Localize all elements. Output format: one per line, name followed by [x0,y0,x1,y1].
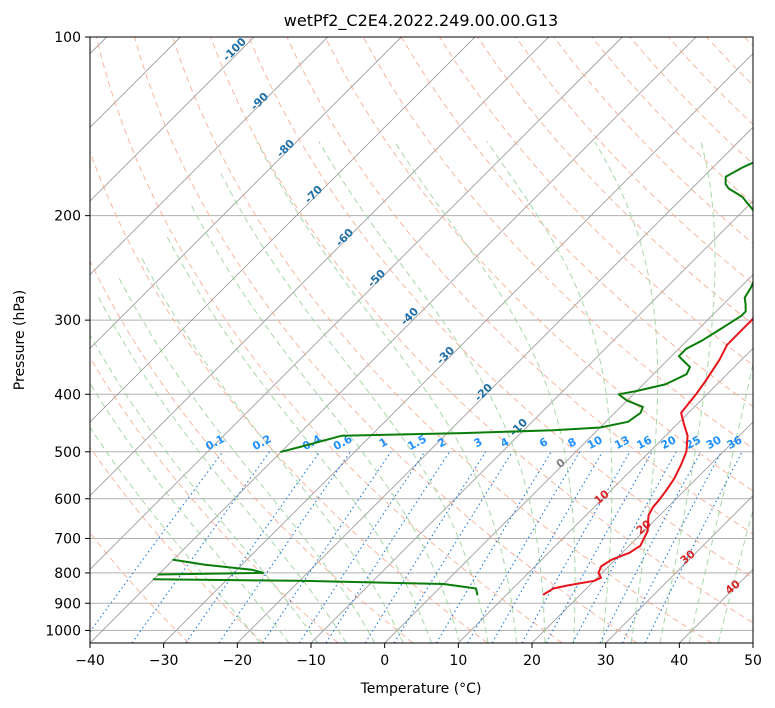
x-tick-label: −10 [296,653,326,669]
x-tick-label: −20 [223,653,253,669]
moist-adiabat-line [98,297,347,643]
y-tick-label: 700 [54,532,81,548]
x-tick-label: 40 [670,653,688,669]
y-tick-label: 300 [54,313,81,329]
y-tick-label: 1000 [45,623,81,639]
isotherm-gridline [90,37,476,423]
moist-adiabat-line [688,361,753,643]
mixing-ratio-line [435,451,552,643]
isotherm-gridline [90,37,697,643]
x-axis: −40 −30 −20 −10 0 10 20 30 40 50 [75,643,762,669]
dry-adiabat-line [95,37,563,643]
mixing-ratio-line [393,451,513,643]
y-tick-label: 500 [54,445,81,461]
mixing-ratio-label: 16 [634,433,654,452]
mixing-ratio-line [185,451,321,643]
y-axis: 100 200 300 400 500 600 700 800 900 1000 [45,30,90,639]
dry-adiabat-line [172,37,712,643]
y-tick-label: 400 [54,387,81,403]
isotherm-gridline [90,37,549,497]
mixing-ratio-line [572,451,677,643]
x-tick-label: 50 [744,653,762,669]
x-tick-label: −40 [75,653,105,669]
x-tick-label: −30 [149,653,179,669]
sounding-series [152,161,753,596]
mixing-ratio-line [262,451,392,643]
x-tick-label: 30 [597,653,615,669]
isotherm-gridline [90,37,255,202]
isotherm-gridline [531,421,753,643]
mixing-ratio-line [467,451,581,643]
isotherm-gridline [458,347,753,643]
isotherm-gridline [384,274,753,643]
dry-adiabat-line [90,446,264,643]
x-axis-title: Temperature (°C) [360,681,482,697]
dry-adiabat-line [286,37,753,535]
mixing-ratio-line [298,451,426,643]
isotherm-gridline [90,37,402,349]
moist-adiabat-line [594,141,659,643]
dry-adiabat-line [248,37,753,579]
x-tick-label: 0 [380,653,389,669]
mixing-ratio-line [599,451,702,643]
background-lines [90,37,753,643]
dewpoint-surface-line [152,578,479,596]
mixing-ratio-label: 20 [659,433,679,452]
y-axis-title: Pressure (hPa) [12,290,28,390]
mixing-ratio-label: 10 [585,433,605,452]
mixing-ratio-label: 30 [704,433,724,452]
moist-adiabat-line [118,278,376,643]
moist-adiabat-line [486,141,613,643]
dry-adiabat-line [324,37,753,492]
mixing-ratio-label: 36 [725,433,745,452]
dewpoint-line [280,161,753,453]
dewpoint-lower-line [157,558,265,576]
x-tick-label: 10 [449,653,467,669]
moist-adiabat-line [393,141,576,643]
y-tick-label: 800 [54,566,81,582]
mixing-ratio-label: 13 [612,433,632,452]
x-tick-label: 20 [523,653,541,669]
isotherm-gridline [237,126,753,643]
chart-title: wetPf2_C2E4.2022.249.00.00.G13 [284,11,558,31]
y-tick-label: 900 [54,596,81,612]
moist-adiabat-line [90,333,319,643]
moist-adiabat-line [256,141,517,643]
plot-frame [89,36,754,644]
y-tick-label: 600 [54,492,81,508]
moist-adiabat-line [90,382,290,643]
temperature-line [542,316,753,596]
dry-adiabat-line [90,259,414,643]
isotherm-gridline [605,495,753,643]
dry-adiabat-line [477,37,753,325]
moist-adiabat-line [318,141,546,643]
isotherm-gridline [90,37,328,276]
y-tick-label: 200 [54,209,81,225]
moist-adiabat-line [717,508,753,643]
moist-adiabat-line [90,426,261,643]
isotherm-gridline [163,53,753,643]
moist-adiabat-line [220,173,489,643]
mixing-ratio-line [364,451,487,643]
moist-adiabat-line [659,141,716,643]
dry-adiabat-line [515,37,753,285]
isotherm-gridline [90,37,623,570]
y-tick-label: 100 [54,30,81,46]
dry-adiabat-line [210,37,753,624]
mixing-ratio-line [218,451,351,643]
mixing-ratio-line [325,451,451,643]
